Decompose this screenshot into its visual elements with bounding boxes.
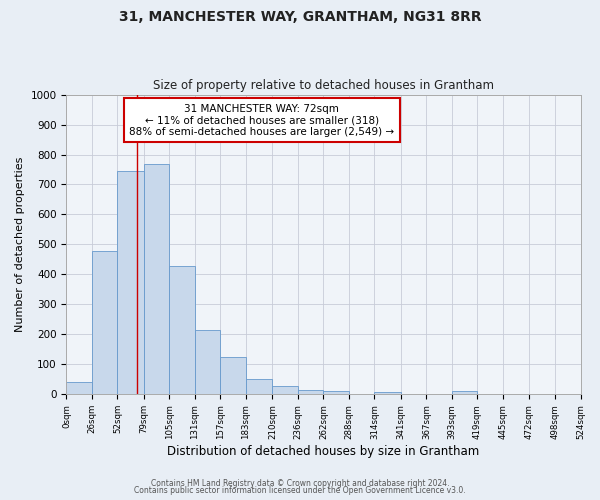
Title: Size of property relative to detached houses in Grantham: Size of property relative to detached ho… [153,79,494,92]
Bar [195,330,220,394]
Bar [220,357,246,395]
Bar [452,392,478,394]
Bar [374,392,401,394]
X-axis label: Distribution of detached houses by size in Grantham: Distribution of detached houses by size … [167,444,479,458]
Bar [118,171,144,394]
Bar [92,251,118,394]
Bar [272,386,298,394]
Bar [169,266,195,394]
Bar [323,392,349,394]
Text: Contains HM Land Registry data © Crown copyright and database right 2024.: Contains HM Land Registry data © Crown c… [151,478,449,488]
Bar [246,379,272,394]
Y-axis label: Number of detached properties: Number of detached properties [15,157,25,332]
Bar [144,164,169,394]
Text: 31, MANCHESTER WAY, GRANTHAM, NG31 8RR: 31, MANCHESTER WAY, GRANTHAM, NG31 8RR [119,10,481,24]
Text: 31 MANCHESTER WAY: 72sqm
← 11% of detached houses are smaller (318)
88% of semi-: 31 MANCHESTER WAY: 72sqm ← 11% of detach… [129,104,394,136]
Bar [67,382,92,394]
Bar [298,390,323,394]
Text: Contains public sector information licensed under the Open Government Licence v3: Contains public sector information licen… [134,486,466,495]
